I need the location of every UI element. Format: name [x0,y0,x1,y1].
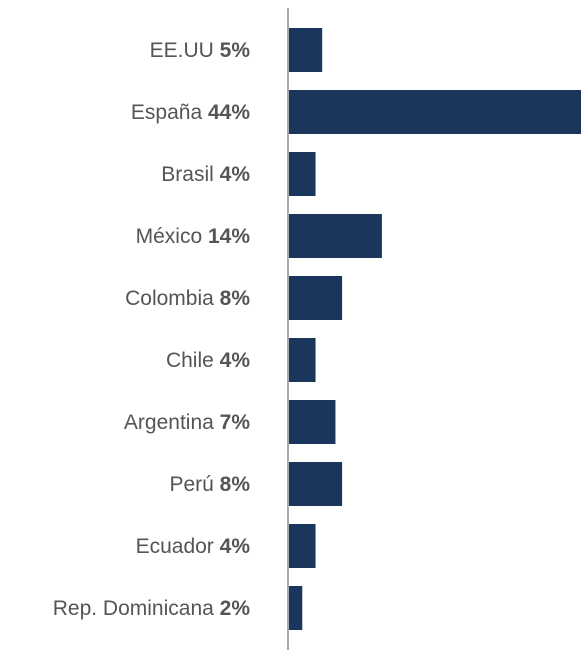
bar [289,90,581,134]
category-name: México [136,225,208,248]
value-label: 44% [208,101,250,124]
category-label: España 44% [131,101,250,124]
bar [289,400,336,444]
bar [289,462,343,506]
category-name: Perú [169,473,219,496]
category-name: Colombia [125,287,220,310]
category-name: Rep. Dominicana [53,597,220,620]
category-label: Chile 4% [166,349,250,372]
category-label: Colombia 8% [125,287,250,310]
bar [289,586,303,630]
bar [289,338,316,382]
bar [289,28,323,72]
category-label: México 14% [136,225,251,248]
category-label: Argentina 7% [124,411,250,434]
category-name: Chile [166,349,220,372]
category-name: Ecuador [136,535,220,558]
value-label: 8% [220,473,251,496]
category-label: EE.UU 5% [150,39,251,62]
value-label: 5% [220,39,251,62]
category-label: Ecuador 4% [136,535,251,558]
category-name: EE.UU [150,39,220,62]
value-label: 14% [208,225,250,248]
category-name: España [131,101,208,124]
bar [289,214,382,258]
value-label: 8% [220,287,251,310]
bar [289,524,316,568]
category-label: Rep. Dominicana 2% [53,597,251,620]
value-label: 4% [220,349,251,372]
value-label: 2% [220,597,251,620]
value-label: 4% [220,163,251,186]
value-label: 7% [220,411,251,434]
category-name: Argentina [124,411,220,434]
category-label: Perú 8% [169,473,250,496]
category-label: Brasil 4% [161,163,250,186]
value-label: 4% [220,535,251,558]
bar [289,152,316,196]
category-name: Brasil [161,163,219,186]
bar [289,276,343,320]
